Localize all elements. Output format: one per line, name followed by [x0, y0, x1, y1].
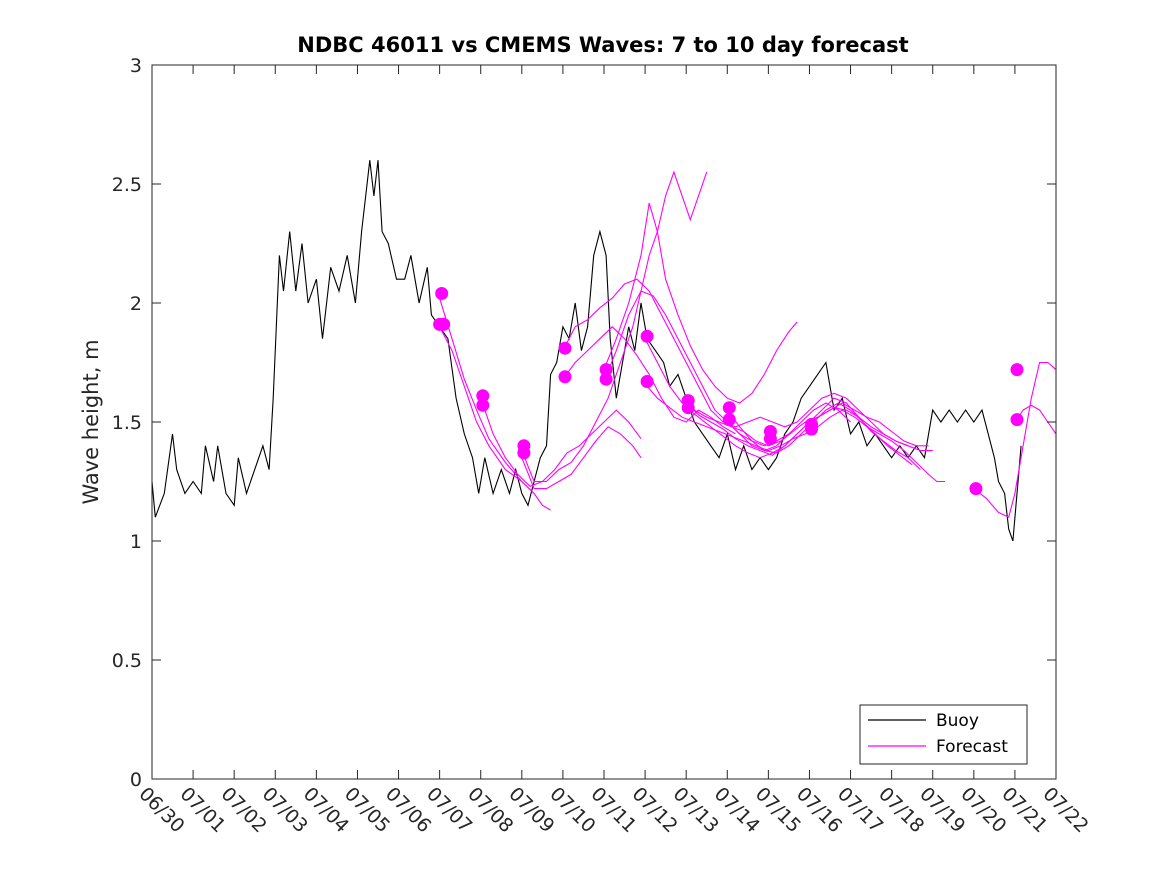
forecast-marker-4	[476, 398, 490, 412]
forecast-line-5	[562, 278, 909, 447]
forecast-markers	[433, 287, 1024, 496]
forecast-line-8	[603, 290, 790, 447]
y-tick-label: 3	[130, 55, 142, 77]
forecast-marker-6	[517, 446, 531, 460]
y-tick-label: 2	[130, 293, 142, 315]
y-tick-label: 1.5	[112, 412, 142, 434]
legend-forecast-label: Forecast	[936, 737, 1008, 757]
y-tick-label: 0	[130, 769, 142, 791]
forecast-line-1	[439, 298, 535, 494]
forecast-marker-21	[969, 482, 983, 496]
legend-buoy-label: Buoy	[936, 711, 979, 731]
forecast-marker-18	[763, 432, 777, 446]
y-axis-label: Wave height, m	[79, 339, 103, 504]
forecast-marker-8	[558, 370, 572, 384]
forecast-marker-22	[1010, 363, 1024, 377]
forecast-marker-7	[558, 341, 572, 355]
y-tick-label: 0.5	[112, 650, 142, 672]
forecast-line-16	[1014, 404, 1057, 435]
legend-box	[859, 704, 1028, 765]
forecast-line-13	[726, 402, 913, 466]
y-axis-ticks: 0 0.5 1 1.5 2 2.5 3	[112, 55, 1056, 791]
forecast-line-4	[521, 426, 642, 490]
forecast-line-15	[973, 361, 1057, 518]
forecast-marker-2	[437, 317, 451, 331]
forecast-marker-10	[599, 372, 613, 386]
forecast-line-2	[480, 398, 642, 487]
y-tick-label: 1	[130, 531, 142, 553]
forecast-marker-16	[722, 413, 736, 427]
forecast-series	[439, 170, 1057, 518]
forecast-marker-9	[599, 363, 613, 377]
legend: Buoy Forecast	[859, 704, 1028, 765]
y-tick-label: 2.5	[112, 174, 142, 196]
forecast-marker-12	[640, 375, 654, 388]
forecast-marker-15	[722, 401, 736, 415]
forecast-marker-0	[435, 287, 449, 300]
forecast-marker-20	[805, 422, 818, 436]
forecast-line-0	[439, 326, 551, 511]
forecast-marker-23	[1010, 413, 1024, 427]
forecast-line-14	[726, 402, 851, 452]
forecast-marker-14	[681, 401, 695, 415]
forecast-line-7	[603, 202, 798, 404]
forecast-line-6	[562, 326, 736, 435]
forecast-marker-3	[476, 389, 490, 403]
chart-title: NDBC 46011 vs CMEMS Waves: 7 to 10 day f…	[297, 33, 908, 57]
forecast-marker-11	[640, 329, 654, 343]
forecast-line-3	[521, 170, 708, 483]
